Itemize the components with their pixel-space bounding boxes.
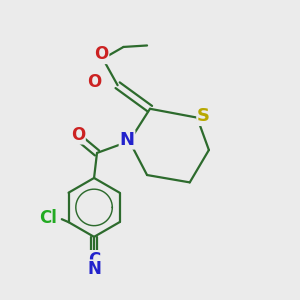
- Text: N: N: [87, 260, 101, 278]
- Text: Cl: Cl: [40, 209, 58, 227]
- Text: O: O: [71, 126, 85, 144]
- Text: S: S: [197, 107, 210, 125]
- Text: O: O: [94, 45, 109, 63]
- Text: O: O: [87, 73, 101, 91]
- Text: C: C: [88, 251, 100, 269]
- Text: N: N: [119, 131, 134, 149]
